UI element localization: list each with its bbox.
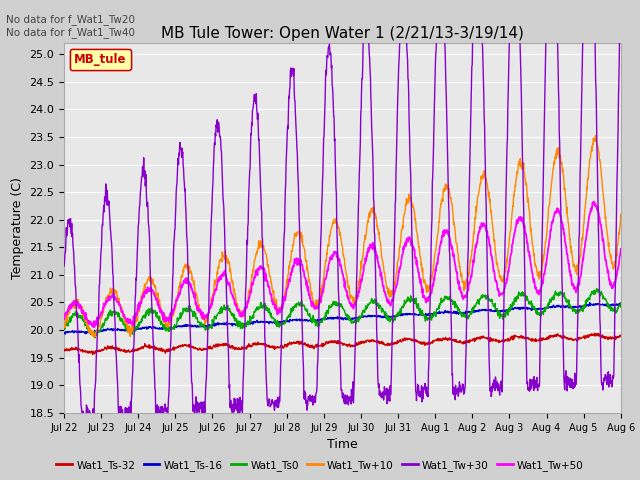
Wat1_Ts-16 [335,316,342,322]
Wat1_Tw+30 [60,264,68,269]
Wat1_Tw+50 [60,315,68,321]
Wat1_Tw+10 [346,295,354,300]
Wat1_Ts0 [589,290,596,296]
Wat1_Tw+50 [502,281,509,287]
Wat1_Ts0 [60,326,68,332]
Wat1_Tw+50 [154,297,161,303]
Line: Wat1_Tw+50: Wat1_Tw+50 [64,195,640,327]
Legend: Wat1_Ts-32, Wat1_Ts-16, Wat1_Ts0, Wat1_Tw+10, Wat1_Tw+30, Wat1_Tw+50: Wat1_Ts-32, Wat1_Ts-16, Wat1_Ts0, Wat1_T… [52,456,588,475]
Wat1_Ts-16 [60,330,68,336]
Wat1_Tw+30 [502,227,509,233]
Wat1_Tw+30 [335,294,342,300]
Line: Wat1_Ts-32: Wat1_Ts-32 [64,332,640,355]
Wat1_Tw+10 [335,225,342,231]
Wat1_Ts-32 [346,342,354,348]
Y-axis label: Temperature (C): Temperature (C) [11,177,24,279]
Wat1_Ts-32 [622,329,630,335]
Wat1_Tw+50 [346,300,354,306]
Line: Wat1_Ts0: Wat1_Ts0 [64,286,640,338]
Wat1_Tw+10 [91,334,99,340]
Wat1_Ts0 [91,335,99,341]
Title: MB Tule Tower: Open Water 1 (2/21/13-3/19/14): MB Tule Tower: Open Water 1 (2/21/13-3/1… [161,25,524,41]
Wat1_Ts-32 [89,352,97,358]
Wat1_Tw+10 [60,322,68,328]
Wat1_Tw+50 [335,256,342,262]
Text: No data for f_Wat1_Tw20
No data for f_Wat1_Tw40: No data for f_Wat1_Tw20 No data for f_Wa… [6,14,136,38]
Wat1_Tw+50 [589,200,596,205]
Wat1_Ts-32 [154,346,161,352]
Wat1_Ts0 [628,283,636,289]
Wat1_Tw+10 [154,291,161,297]
Line: Wat1_Ts-16: Wat1_Ts-16 [64,301,640,334]
Wat1_Tw+10 [502,269,509,275]
Wat1_Ts-16 [346,316,354,322]
X-axis label: Time: Time [327,438,358,451]
Wat1_Tw+30 [346,396,354,401]
Line: Wat1_Tw+10: Wat1_Tw+10 [64,125,640,337]
Wat1_Ts0 [346,315,354,321]
Wat1_Tw+30 [79,424,87,430]
Line: Wat1_Tw+30: Wat1_Tw+30 [64,0,640,427]
Wat1_Tw+50 [628,192,636,198]
Wat1_Ts0 [335,302,342,308]
Wat1_Tw+50 [90,324,98,330]
Wat1_Ts-32 [60,348,68,353]
Wat1_Tw+10 [589,141,596,146]
Wat1_Ts-16 [154,325,161,331]
Wat1_Tw+30 [154,402,161,408]
Wat1_Ts0 [502,314,509,320]
Wat1_Ts-32 [502,336,509,342]
Wat1_Ts-32 [589,332,596,337]
Wat1_Ts-32 [335,339,342,345]
Legend: MB_tule: MB_tule [70,49,131,71]
Wat1_Ts0 [154,315,161,321]
Wat1_Ts-16 [61,331,69,337]
Wat1_Tw+10 [627,122,635,128]
Wat1_Ts-16 [589,302,596,308]
Wat1_Ts-16 [502,308,509,314]
